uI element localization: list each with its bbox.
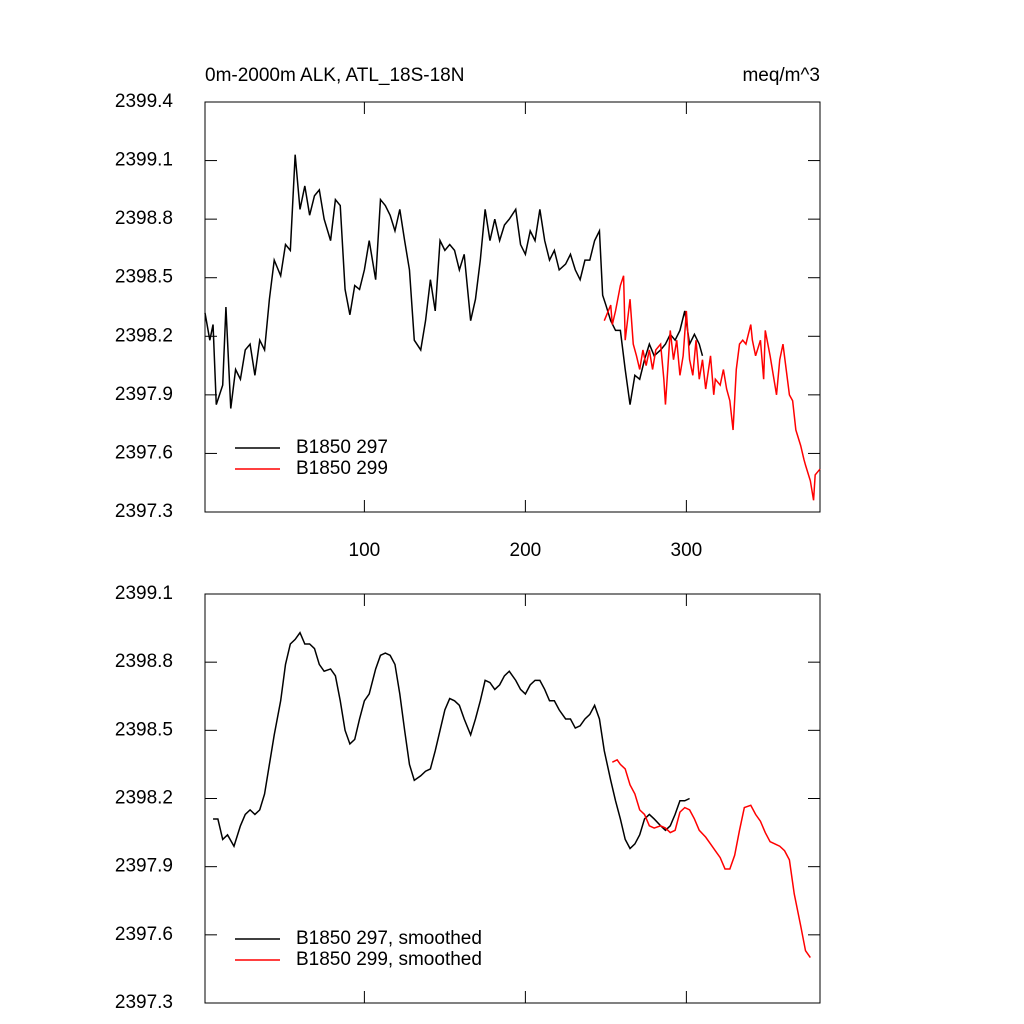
y-tick-label: 2398.2 [115,325,173,346]
x-tick-label: 300 [671,540,703,561]
x-tick-label: 100 [349,540,381,561]
series-line [603,275,821,501]
units-label: meq/m^3 [742,65,820,86]
y-tick-label: 2398.5 [115,719,173,740]
plot-frame [204,101,821,513]
y-tick-label: 2398.5 [115,267,173,288]
legend-label: B1850 299 [296,458,388,479]
y-tick-label: 2397.9 [115,384,173,405]
y-tick-label: 2397.6 [115,442,173,463]
x-tick-label: 200 [510,540,542,561]
series-line [204,154,704,409]
y-tick-label: 2397.9 [115,856,173,877]
y-tick-label: 2397.3 [115,501,173,522]
y-tick-label: 2399.1 [115,583,173,604]
y-tick-label: 2399.4 [115,91,174,112]
y-tick-label: 2398.8 [115,651,173,672]
series-line [213,631,690,850]
chart-title: 0m-2000m ALK, ATL_18S-18N [205,65,464,86]
y-tick-label: 2399.1 [115,150,173,171]
legend-label: B1850 299, smoothed [296,949,482,970]
y-tick-label: 2397.3 [115,992,173,1013]
y-tick-label: 2398.2 [115,788,173,809]
legend-label: B1850 297, smoothed [296,928,482,949]
series-line [612,758,811,958]
legend-label: B1850 297 [296,437,388,458]
y-tick-label: 2398.8 [115,208,173,229]
y-tick-label: 2397.6 [115,924,173,945]
